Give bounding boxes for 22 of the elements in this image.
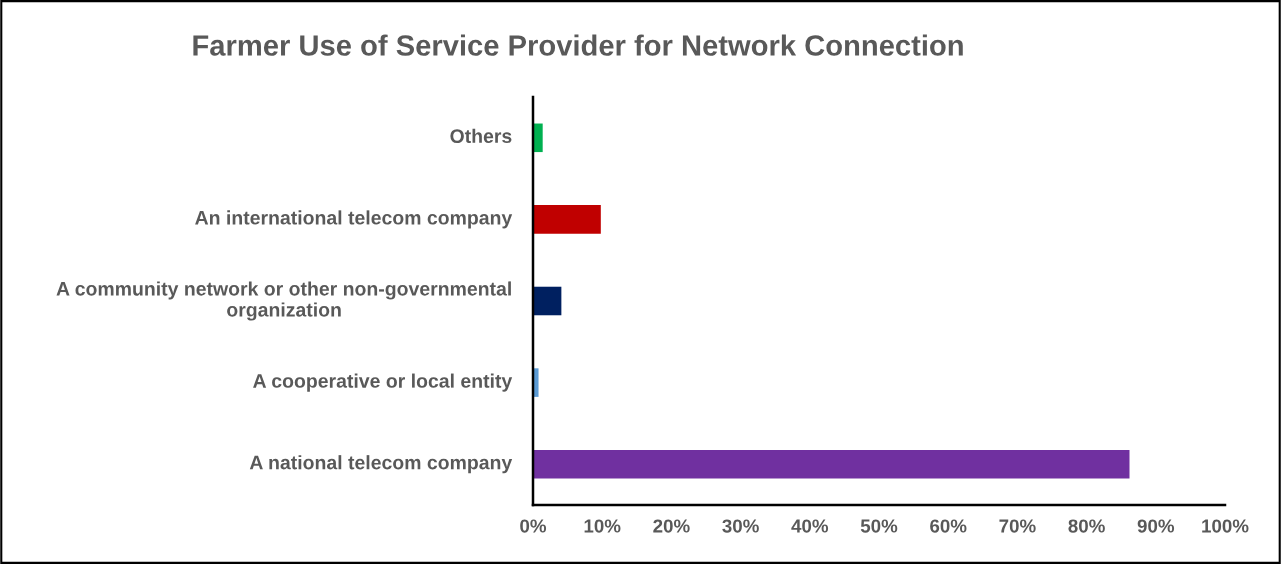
bar — [533, 449, 1130, 479]
x-tick-label: 100% — [1202, 519, 1249, 533]
x-tick-label: 80% — [1068, 519, 1105, 533]
x-tick-label: 20% — [653, 519, 690, 533]
x-tick-label: 40% — [791, 519, 829, 533]
x-tick-label: 60% — [930, 519, 967, 533]
x-tick-label: 10% — [584, 519, 621, 533]
chart-title: Farmer Use of Service Provider for Network Connection — [193, 34, 963, 56]
x-tick-label: 90% — [1137, 519, 1175, 533]
y-tick-label: A cooperative or local entity — [253, 373, 513, 392]
x-tick-label: 0% — [520, 519, 547, 533]
x-tick-label: 50% — [860, 519, 898, 533]
bar — [533, 205, 601, 234]
bar — [533, 286, 562, 316]
y-tick-label: An international telecom company — [195, 210, 513, 229]
y-tick-label: Others — [450, 128, 512, 144]
bar — [533, 123, 543, 153]
bar — [533, 368, 539, 397]
x-tick-label: 70% — [999, 519, 1036, 533]
y-tick-label: A national telecom company — [249, 455, 513, 474]
y-tick-label: A community network or other non-governmental organization — [56, 281, 511, 321]
x-tick-label: 30% — [722, 519, 759, 533]
